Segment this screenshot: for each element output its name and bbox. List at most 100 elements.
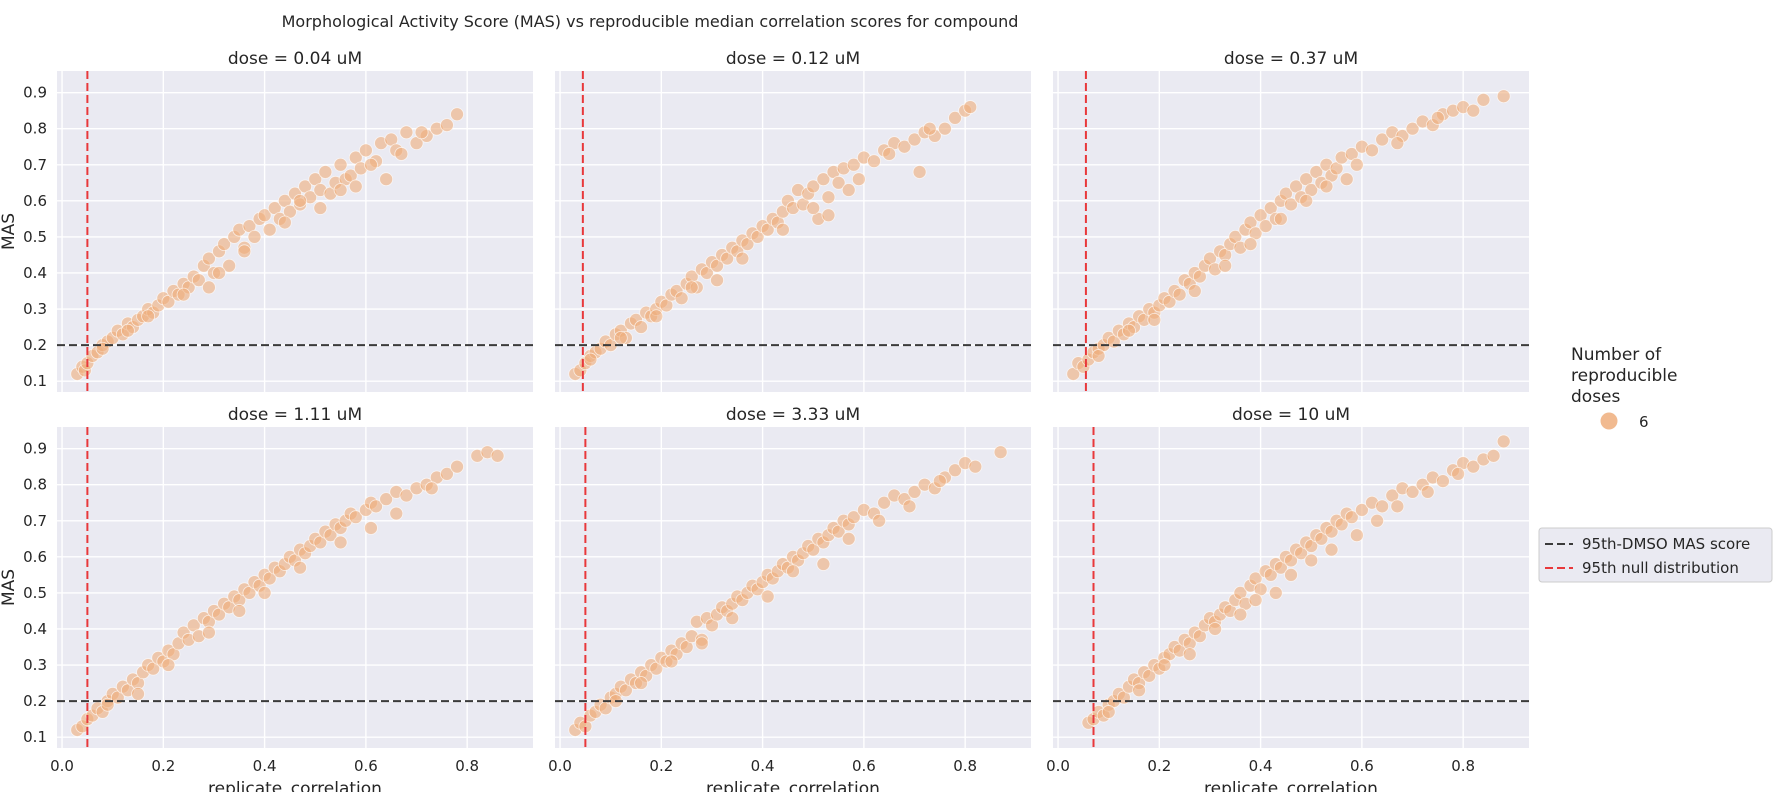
y-tick-label: 0.8	[23, 120, 47, 138]
scatter-points	[1081, 434, 1511, 730]
scatter-point	[1466, 103, 1481, 118]
panel-title: dose = 0.04 uM	[228, 49, 362, 69]
scatter-point	[257, 208, 272, 223]
scatter-point	[1466, 459, 1481, 474]
scatter-point	[399, 125, 414, 140]
x-axis-label: replicate_correlation	[208, 779, 382, 792]
scatter-point	[450, 459, 464, 474]
scatter-point	[1258, 219, 1273, 233]
x-tick-label: 0.2	[649, 757, 673, 775]
y-tick-label: 0.6	[23, 548, 47, 566]
scatter-point	[1268, 586, 1283, 600]
scatter-point	[1248, 593, 1263, 608]
scatter-point	[379, 492, 394, 507]
scatter-point	[907, 485, 922, 499]
scatter-point	[1233, 607, 1248, 622]
scatter-point	[897, 139, 912, 154]
scatter-point	[293, 193, 307, 208]
scatter-point	[1486, 448, 1501, 463]
x-tick-label: 0.6	[354, 757, 378, 775]
scatter-point	[816, 557, 831, 571]
scatter-point	[760, 589, 775, 604]
scatter-point	[1324, 542, 1339, 557]
scatter-point	[1476, 92, 1491, 107]
scatter-points	[568, 445, 1008, 737]
scatter-point	[217, 237, 232, 252]
scatter-point	[424, 481, 439, 496]
scatter-point	[364, 521, 378, 535]
x-tick-label: 0.6	[852, 757, 876, 775]
scatter-point	[1091, 349, 1106, 363]
scatter-point	[922, 121, 937, 136]
scatter-point	[1451, 466, 1466, 481]
scatter-point	[821, 208, 836, 223]
scatter-point	[1304, 553, 1319, 568]
y-tick-label: 0.6	[23, 192, 47, 210]
scatter-point	[816, 172, 831, 187]
y-tick-label: 0.9	[23, 84, 47, 102]
scatter-point	[191, 273, 206, 288]
scatter-point	[1122, 323, 1136, 338]
scatter-point	[613, 330, 628, 345]
scatter-point	[664, 654, 679, 669]
scatter-point	[141, 309, 156, 324]
scatter-point	[348, 510, 363, 525]
scatter-point	[1172, 287, 1187, 302]
scatter-points	[568, 100, 978, 381]
scatter-point	[414, 125, 429, 140]
scatter-point	[1132, 683, 1146, 698]
scatter-point	[1319, 179, 1334, 194]
x-tick-label: 0.4	[751, 757, 775, 775]
scatter-point	[389, 506, 404, 521]
scatter-point	[1390, 136, 1405, 151]
line-legend-frame	[1538, 527, 1773, 583]
scatter-point	[846, 510, 861, 525]
scatter-point	[440, 466, 454, 481]
panel-5: 0.0 0.2 0.4 0.6 0.8 dose = 3.33 uM replicate_c…	[548, 405, 1031, 792]
scatter-point	[882, 147, 897, 161]
scatter-point	[775, 222, 790, 237]
scatter-point	[1354, 503, 1369, 517]
legend-title-line: Number of	[1571, 345, 1662, 365]
scatter-point	[1299, 193, 1314, 208]
scatter-point	[968, 459, 983, 474]
panel-4: 0.0 0.2 0.4 0.6 0.8 0.1 0.2 0.3 0.4 0.5 0.6 0.7 0.8 0…	[0, 405, 533, 792]
scatter-point	[1273, 211, 1288, 226]
scatter-point	[694, 636, 709, 651]
scatter-point	[176, 287, 191, 302]
scatter-point	[293, 560, 307, 575]
x-tick-label: 0.2	[151, 757, 175, 775]
scatter-point	[202, 251, 216, 266]
scatter-point	[1370, 513, 1384, 528]
scatter-point	[1375, 499, 1390, 514]
scatter-point	[932, 474, 947, 489]
scatter-point	[831, 175, 846, 190]
scatter-point	[348, 179, 363, 194]
scatter-point	[821, 190, 836, 205]
scatter-point	[948, 110, 962, 125]
legend-size-label: 6	[1639, 413, 1649, 431]
scatter-point	[877, 495, 892, 510]
y-tick-label: 0.2	[23, 336, 47, 354]
panel-6: 0.0 0.2 0.4 0.6 0.8 dose = 10 uM replicate_cor…	[1046, 405, 1529, 792]
scatter-point	[710, 273, 724, 288]
scatter-point	[120, 323, 135, 338]
scatter-points	[70, 107, 464, 381]
scatter-point	[851, 172, 866, 187]
scatter-point	[583, 352, 598, 367]
scatter-point	[867, 154, 881, 169]
scatter-point	[674, 291, 689, 306]
plot-background	[555, 427, 1031, 748]
scatter-point	[1436, 474, 1450, 489]
panel-1: 0.1 0.2 0.3 0.4 0.5 0.6 0.7 0.8 0.9 dose = 0.04 u…	[0, 49, 533, 392]
scatter-point	[1284, 197, 1298, 212]
y-axis-label: MAS	[0, 213, 19, 250]
scatter-point	[1147, 312, 1162, 327]
y-tick-label: 0.3	[23, 656, 47, 674]
y-tick-label: 0.4	[23, 264, 47, 282]
panel-title: dose = 1.11 uM	[228, 405, 362, 425]
scatter-point	[490, 448, 505, 463]
panel-title: dose = 3.33 uM	[726, 405, 860, 425]
scatter-point	[232, 604, 247, 618]
